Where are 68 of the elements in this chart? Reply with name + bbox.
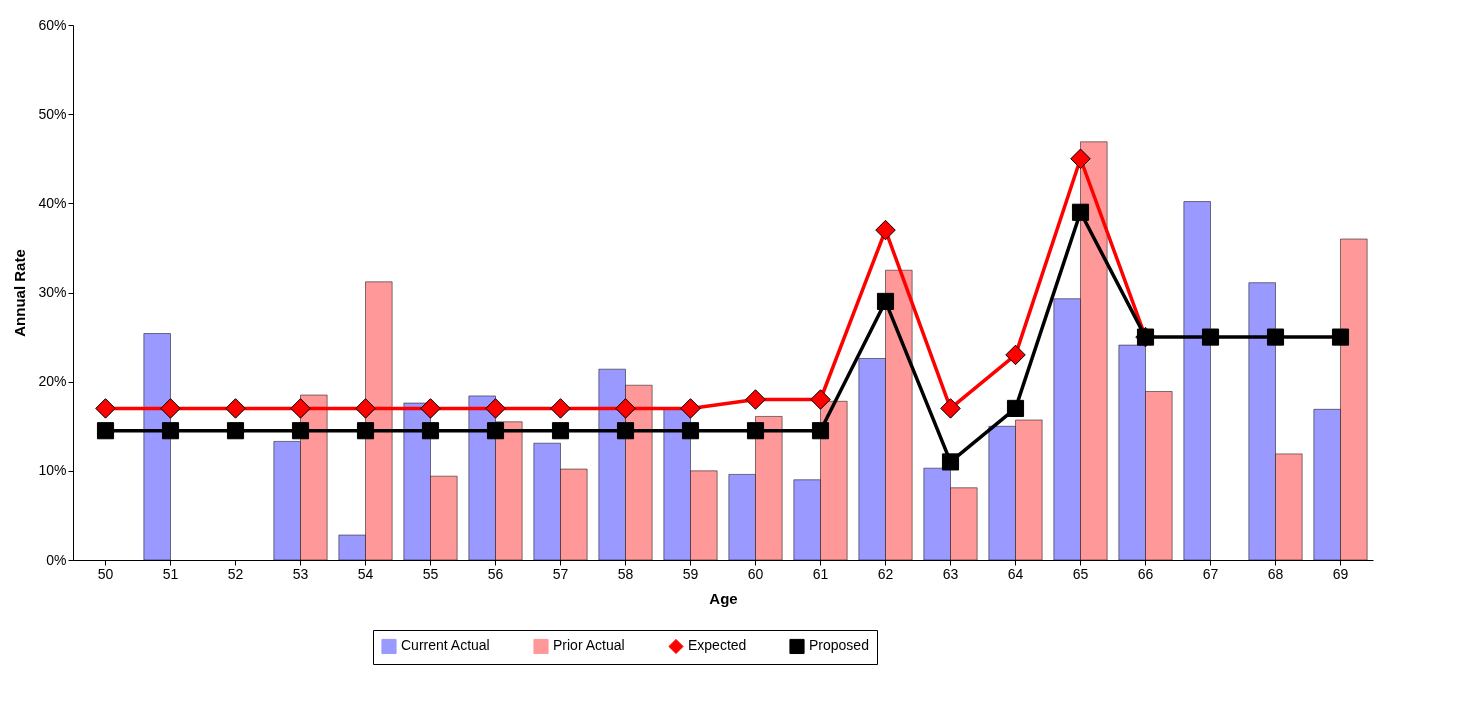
point — [615, 398, 636, 419]
y-tick-label: 10% — [38, 462, 67, 479]
point — [1201, 328, 1220, 346]
point — [291, 422, 310, 440]
point — [95, 398, 116, 419]
point — [486, 422, 505, 440]
point — [290, 398, 311, 419]
point — [355, 398, 376, 419]
x-tick-label: 57 — [552, 565, 569, 582]
x-tick-label: 60 — [747, 565, 764, 582]
legend-label: Expected — [688, 637, 747, 654]
point — [421, 422, 440, 440]
x-tick-label: 54 — [357, 565, 374, 582]
point — [96, 422, 115, 440]
point — [161, 422, 180, 440]
x-tick-label: 62 — [877, 565, 894, 582]
x-tick-label: 64 — [1007, 565, 1024, 582]
x-tick-label: 53 — [292, 565, 309, 582]
point — [550, 398, 571, 419]
x-axis-title: Age — [709, 589, 738, 607]
point — [876, 292, 895, 310]
point — [745, 389, 766, 410]
point — [811, 422, 830, 440]
point — [1005, 344, 1026, 366]
point — [1331, 328, 1350, 346]
point — [225, 398, 246, 419]
point — [940, 398, 961, 419]
point — [1071, 203, 1090, 221]
x-tick-label: 63 — [942, 565, 959, 582]
x-tick-label: 50 — [97, 565, 114, 582]
x-tick-label: 56 — [487, 565, 504, 582]
x-tick-label: 52 — [227, 565, 244, 582]
point — [616, 422, 635, 440]
x-tick-label: 68 — [1267, 565, 1284, 582]
point — [746, 422, 765, 440]
x-tick-label: 61 — [812, 565, 829, 582]
x-tick-label: 58 — [617, 565, 634, 582]
y-tick-label: 40% — [38, 194, 67, 211]
point — [485, 398, 506, 419]
y-tick-label: 30% — [38, 284, 67, 300]
point — [941, 453, 960, 471]
point — [1006, 399, 1025, 417]
point — [681, 422, 700, 440]
point — [810, 389, 831, 410]
point — [1266, 328, 1285, 346]
x-tick-label: 55 — [422, 565, 439, 582]
legend-label: Current Actual — [401, 637, 490, 654]
point — [160, 398, 181, 419]
x-tick-label: 59 — [682, 565, 699, 582]
x-tick-label: 66 — [1137, 565, 1154, 582]
point — [1070, 148, 1091, 169]
y-tick-label: 0% — [46, 551, 67, 568]
y-axis-title: Annual Rate — [11, 249, 29, 337]
y-tick-label: 50% — [38, 105, 67, 122]
point — [226, 422, 245, 440]
x-tick-label: 65 — [1072, 565, 1089, 582]
x-tick-label: 51 — [162, 565, 179, 582]
point — [420, 398, 441, 419]
point — [356, 422, 375, 440]
point — [551, 422, 570, 440]
y-tick-label: 20% — [38, 373, 67, 390]
x-tick-label: 67 — [1202, 565, 1219, 582]
y-tick-label: 60% — [38, 16, 67, 33]
point — [875, 219, 896, 241]
legend-label: Prior Actual — [553, 637, 625, 654]
legend-label: Proposed — [809, 637, 869, 654]
x-tick-label: 69 — [1332, 565, 1349, 582]
point — [680, 398, 701, 419]
